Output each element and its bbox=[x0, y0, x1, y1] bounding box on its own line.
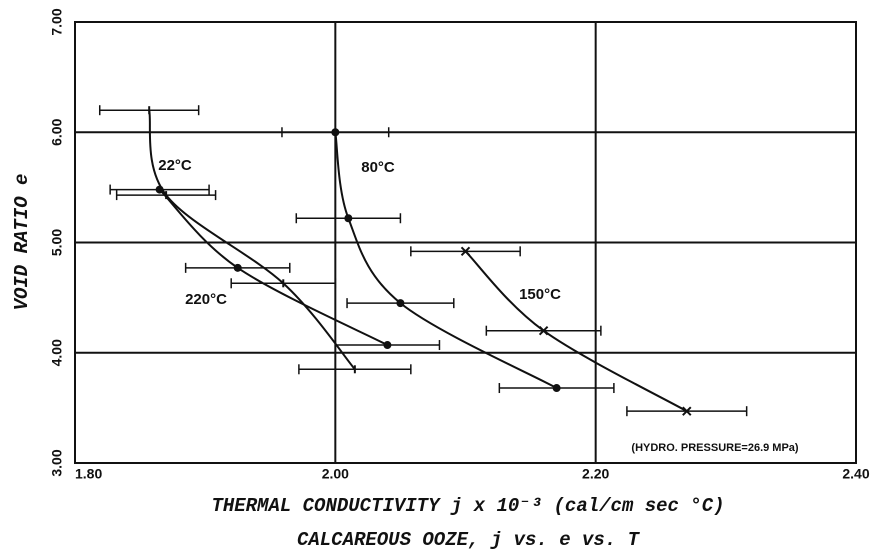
point bbox=[538, 325, 549, 336]
x-tick-label: 2.00 bbox=[322, 466, 349, 482]
point bbox=[396, 299, 405, 308]
point bbox=[383, 341, 392, 350]
series-label: 22°C bbox=[158, 157, 192, 174]
point bbox=[460, 246, 471, 257]
curve bbox=[148, 110, 356, 370]
point bbox=[233, 263, 242, 272]
point bbox=[552, 384, 561, 393]
x-tick-label: 1.80 bbox=[75, 466, 102, 482]
chart-title: CALCAREOUS OOZE, j vs. e vs. T bbox=[297, 529, 641, 551]
series-label: 220°C bbox=[185, 291, 227, 308]
y-axis-label: VOID RATIO e bbox=[11, 174, 33, 311]
y-tick-label: 4.00 bbox=[49, 339, 65, 366]
point bbox=[155, 185, 164, 194]
series-label: 80°C bbox=[361, 159, 395, 176]
y-tick-label: 6.00 bbox=[49, 118, 65, 145]
annotation: (HYDRO. PRESSURE=26.9 MPa) bbox=[631, 442, 799, 454]
y-tick-label: 7.00 bbox=[49, 8, 65, 35]
point bbox=[682, 406, 692, 416]
series-label: 150°C bbox=[519, 286, 561, 303]
x-axis-label: THERMAL CONDUCTIVITY j x 10⁻³ (cal/cm se… bbox=[211, 495, 724, 517]
point bbox=[331, 128, 340, 137]
y-tick-label: 3.00 bbox=[49, 449, 65, 476]
y-tick-label: 5.00 bbox=[49, 229, 65, 256]
x-tick-label: 2.20 bbox=[582, 466, 609, 482]
curve bbox=[334, 132, 558, 389]
point bbox=[344, 214, 353, 223]
x-tick-label: 2.40 bbox=[842, 466, 869, 482]
